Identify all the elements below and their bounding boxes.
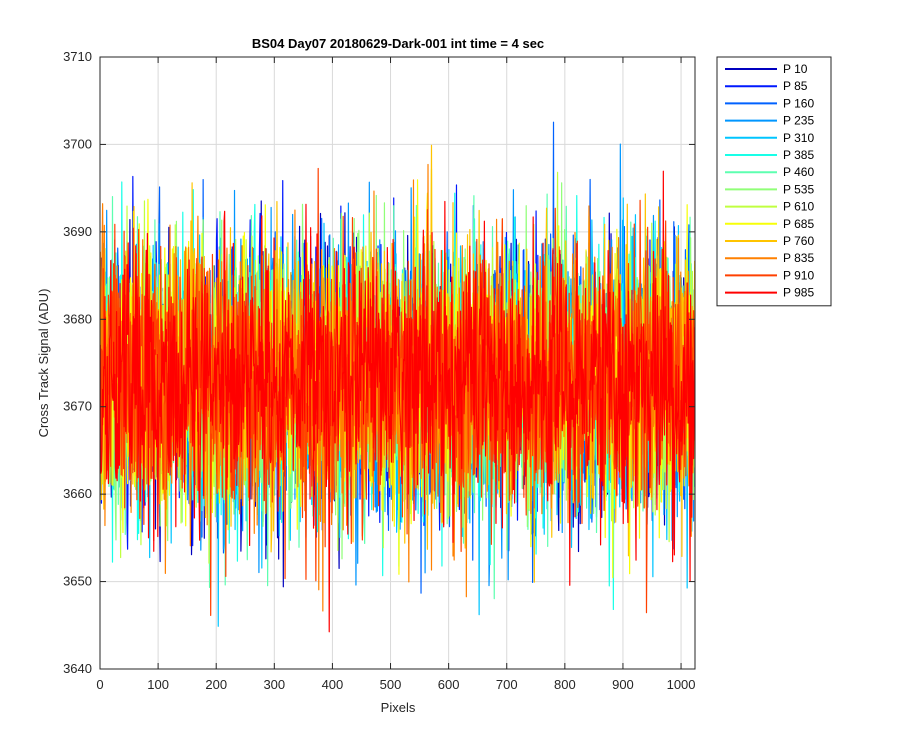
legend: P 10 P 85 P 160 P 235 P 310 P 385 P 460 P 535 P … bbox=[716, 56, 832, 307]
legend-entry-label: P 835 bbox=[783, 251, 814, 265]
x-tick-label: 600 bbox=[438, 677, 460, 692]
x-tick-label: 700 bbox=[496, 677, 518, 692]
legend-entry-label: P 235 bbox=[783, 114, 814, 128]
x-tick-label: 1000 bbox=[667, 677, 696, 692]
x-tick-label: 400 bbox=[322, 677, 344, 692]
legend-entry-label: P 385 bbox=[783, 148, 814, 162]
axis-ticks: 0 100 200 300 400 500 600 700 800 900 1000 3640 3650… bbox=[63, 49, 695, 692]
series-line-p910 bbox=[100, 167, 695, 617]
legend-entry-label: P 985 bbox=[783, 286, 814, 300]
y-tick-label: 3690 bbox=[63, 224, 92, 239]
x-tick-label: 200 bbox=[205, 677, 227, 692]
series-lines bbox=[100, 121, 695, 633]
y-axis-label: Cross Track Signal (ADU) bbox=[36, 289, 51, 438]
x-tick-label: 100 bbox=[147, 677, 169, 692]
x-tick-label: 300 bbox=[263, 677, 285, 692]
legend-entry-label: P 760 bbox=[783, 234, 814, 248]
legend-entry-label: P 460 bbox=[783, 165, 814, 179]
chart-title: BS04 Day07 20180629-Dark-001 int time = … bbox=[252, 36, 544, 51]
y-tick-label: 3710 bbox=[63, 49, 92, 64]
y-tick-label: 3680 bbox=[63, 311, 92, 326]
y-tick-label: 3660 bbox=[63, 486, 92, 501]
x-tick-label: 500 bbox=[380, 677, 402, 692]
y-tick-label: 3650 bbox=[63, 574, 92, 589]
legend-entry-label: P 685 bbox=[783, 217, 814, 231]
legend-entry-label: P 310 bbox=[783, 131, 814, 145]
x-axis-label: Pixels bbox=[381, 700, 416, 715]
y-tick-label: 3700 bbox=[63, 136, 92, 151]
legend-entry-label: P 610 bbox=[783, 200, 814, 214]
y-tick-label: 3670 bbox=[63, 399, 92, 414]
x-tick-label: 900 bbox=[612, 677, 634, 692]
x-tick-label: 0 bbox=[96, 677, 103, 692]
legend-entry-label: P 910 bbox=[783, 268, 814, 282]
legend-entry-label: P 535 bbox=[783, 182, 814, 196]
legend-entry-label: P 160 bbox=[783, 96, 814, 110]
series-line-p985 bbox=[100, 170, 695, 633]
x-tick-label: 800 bbox=[554, 677, 576, 692]
axes-frame bbox=[99, 56, 696, 670]
legend-box bbox=[716, 56, 832, 307]
y-tick-label: 3640 bbox=[63, 661, 92, 676]
legend-entry-label: P 10 bbox=[783, 62, 808, 76]
legend-entry-label: P 85 bbox=[783, 79, 808, 93]
